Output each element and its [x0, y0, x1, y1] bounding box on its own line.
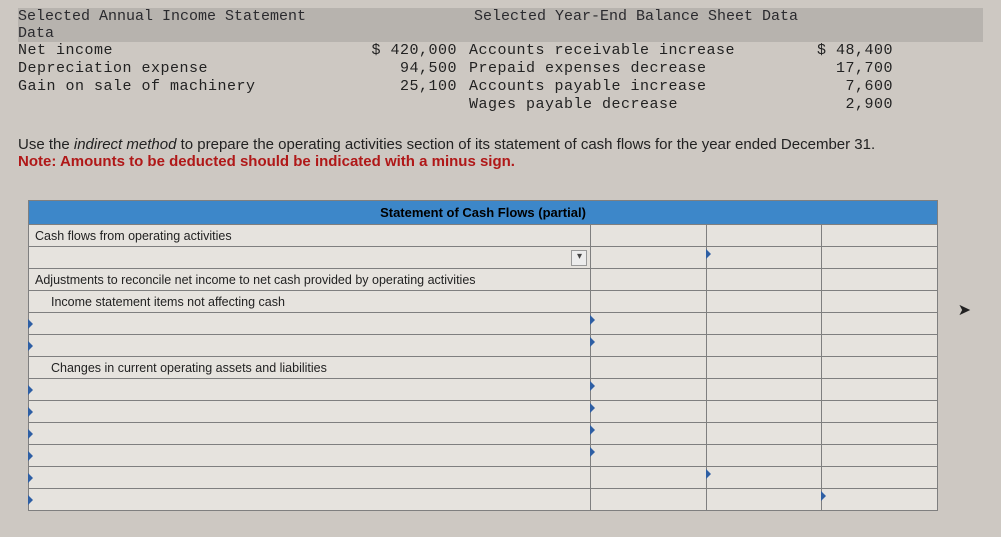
cell-input[interactable] — [706, 313, 822, 335]
cell-input[interactable] — [706, 467, 822, 489]
row-input[interactable] — [29, 335, 591, 357]
cell-input[interactable] — [706, 225, 822, 247]
dropdown-cell[interactable] — [29, 247, 591, 269]
income-label-1: Depreciation expense — [18, 60, 343, 78]
cell-input[interactable] — [591, 291, 707, 313]
income-header: Selected Annual Income Statement Data — [18, 8, 343, 42]
cell-input[interactable] — [591, 445, 707, 467]
cell-input[interactable] — [822, 335, 938, 357]
cell-input[interactable] — [591, 467, 707, 489]
balance-amt-2: 7,600 — [803, 78, 893, 96]
income-amt-2: 25,100 — [343, 78, 463, 96]
row-adjustments-header: Adjustments to reconcile net income to n… — [29, 269, 591, 291]
cell-input[interactable] — [706, 423, 822, 445]
data-row-2: Gain on sale of machinery 25,100 Account… — [18, 78, 983, 96]
mouse-cursor-icon: ➤ — [958, 300, 971, 320]
cell-input[interactable] — [822, 313, 938, 335]
cell-input[interactable] — [591, 269, 707, 291]
row-input[interactable] — [29, 379, 591, 401]
worksheet-title: Statement of Cash Flows (partial) — [29, 201, 938, 225]
cell-input[interactable] — [706, 335, 822, 357]
income-label-0: Net income — [18, 42, 343, 60]
instructions: Use the indirect method to prepare the o… — [0, 114, 1001, 170]
row-input[interactable] — [29, 489, 591, 511]
row-cash-flows-header: Cash flows from operating activities — [29, 225, 591, 247]
cell-input[interactable] — [706, 291, 822, 313]
cell-input[interactable] — [591, 313, 707, 335]
instr-a: Use the — [18, 136, 74, 153]
instr-note: Note: Amounts to be deducted should be i… — [18, 153, 983, 170]
cell-input[interactable] — [822, 357, 938, 379]
row-input[interactable] — [29, 445, 591, 467]
cell-input[interactable] — [822, 423, 938, 445]
balance-label-3: Wages payable decrease — [463, 96, 803, 114]
row-income-stmt-items: Income statement items not affecting cas… — [29, 291, 591, 313]
data-row-3: Wages payable decrease 2,900 — [18, 96, 983, 114]
balance-amt-0: $ 48,400 — [803, 42, 893, 60]
row-input[interactable] — [29, 423, 591, 445]
data-header-row: Selected Annual Income Statement Data Se… — [18, 8, 983, 42]
cell-input[interactable] — [591, 357, 707, 379]
balance-amt-3: 2,900 — [803, 96, 893, 114]
cell-input[interactable] — [591, 225, 707, 247]
balance-header: Selected Year-End Balance Sheet Data — [463, 8, 803, 42]
cell-input[interactable] — [822, 379, 938, 401]
cell-input[interactable] — [706, 489, 822, 511]
cell-input[interactable] — [591, 489, 707, 511]
data-row-0: Net income $ 420,000 Accounts receivable… — [18, 42, 983, 60]
cell-input[interactable] — [822, 247, 938, 269]
cell-input[interactable] — [822, 401, 938, 423]
cell-input[interactable] — [591, 335, 707, 357]
cell-input[interactable] — [706, 269, 822, 291]
cell-input[interactable] — [706, 379, 822, 401]
cell-input[interactable] — [822, 445, 938, 467]
row-input[interactable] — [29, 313, 591, 335]
cell-input[interactable] — [822, 225, 938, 247]
data-row-1: Depreciation expense 94,500 Prepaid expe… — [18, 60, 983, 78]
cash-flows-worksheet: Statement of Cash Flows (partial) Cash f… — [28, 200, 938, 511]
cell-input[interactable] — [822, 467, 938, 489]
cell-input[interactable] — [706, 357, 822, 379]
cell-input[interactable] — [822, 291, 938, 313]
cell-input[interactable] — [706, 401, 822, 423]
cell-input[interactable] — [822, 269, 938, 291]
balance-amt-1: 17,700 — [803, 60, 893, 78]
instr-b: indirect method — [74, 136, 177, 153]
income-amt-0: $ 420,000 — [343, 42, 463, 60]
balance-label-2: Accounts payable increase — [463, 78, 803, 96]
balance-label-1: Prepaid expenses decrease — [463, 60, 803, 78]
row-changes-header: Changes in current operating assets and … — [29, 357, 591, 379]
cell-input[interactable] — [822, 489, 938, 511]
income-label-2: Gain on sale of machinery — [18, 78, 343, 96]
cell-input[interactable] — [591, 379, 707, 401]
cell-input[interactable] — [591, 247, 707, 269]
income-amt-1: 94,500 — [343, 60, 463, 78]
cell-input[interactable] — [591, 423, 707, 445]
cell-input[interactable] — [706, 445, 822, 467]
row-input[interactable] — [29, 467, 591, 489]
balance-label-0: Accounts receivable increase — [463, 42, 803, 60]
instr-c: to prepare the operating activities sect… — [176, 136, 875, 153]
row-input[interactable] — [29, 401, 591, 423]
cell-input[interactable] — [591, 401, 707, 423]
cell-input[interactable] — [706, 247, 822, 269]
